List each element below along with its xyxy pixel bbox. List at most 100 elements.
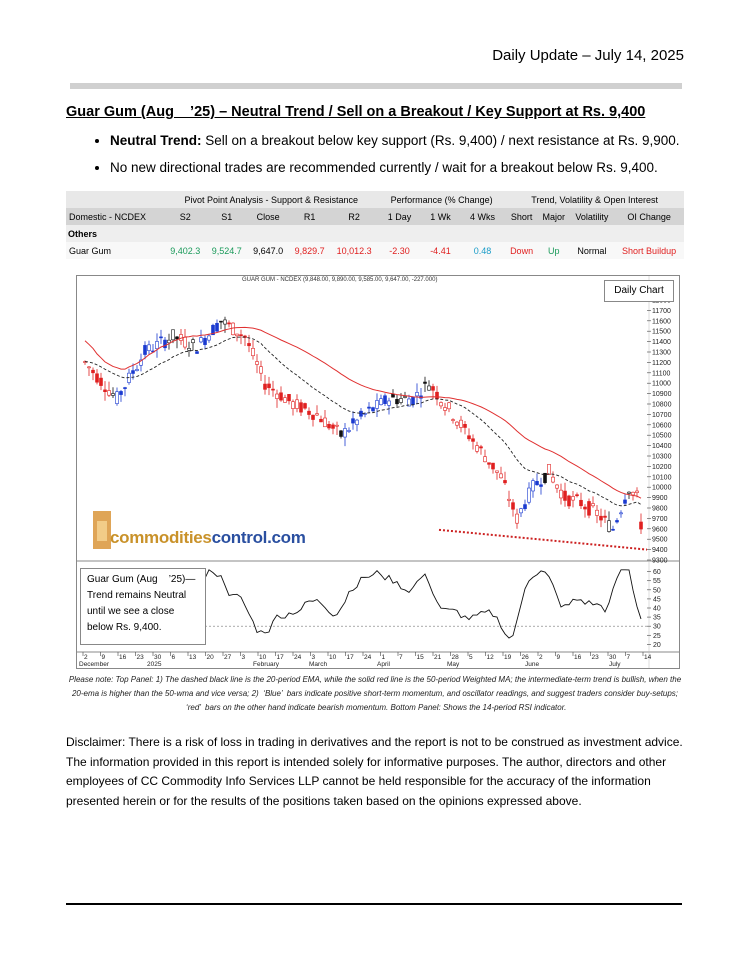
price-tick-label: 11400 [652,339,671,346]
candle-body [407,398,411,407]
candle-body [159,336,163,339]
col-header: Volatility [569,208,615,225]
month-label: April [377,661,391,668]
cell-r1: 9,829.7 [288,242,331,259]
price-tick-label: 9700 [652,516,668,523]
candle-body [267,383,271,389]
candle-body [167,339,171,344]
col-header: OI Change [614,208,684,225]
recommendation-list: Neutral Trend: Sell on a breakout below … [66,132,710,186]
cell-1day: -2.30 [377,242,422,259]
candle-body [279,392,283,401]
candle-body [335,424,339,427]
candle-body [123,387,127,389]
rsi-tick-label: 20 [653,642,661,649]
candle-body [627,491,631,494]
price-tick-label: 11100 [652,370,671,377]
x-tick-label: 15 [417,654,425,661]
candle-body [631,491,635,496]
candle-body [495,470,499,473]
candle-body [455,421,459,426]
candle-body [599,515,603,521]
candle-body [147,344,151,351]
x-tick-label: 16 [119,654,127,661]
candle-body [507,498,511,501]
candle-body [199,337,203,343]
candle-body [139,359,143,366]
price-tick-label: 11700 [652,308,671,315]
month-label: 2025 [147,661,162,668]
col-header: R1 [288,208,331,225]
cell-close: 9,647.0 [247,242,289,259]
candle-body [135,369,139,371]
support-trendline [438,528,648,551]
price-tick-label: 11200 [652,360,671,367]
candle-body [351,418,355,424]
candle-body [339,430,343,437]
price-tick-label: 10600 [652,422,672,429]
x-tick-label: 27 [224,654,232,661]
candle-body [443,407,447,411]
candle-body [371,407,375,412]
candle-body [327,423,331,429]
ema-20-line [84,336,642,507]
candle-body [91,369,95,374]
x-tick-label: 3 [312,654,316,661]
candle-body [487,462,491,465]
candle-body [623,499,627,504]
x-tick-label: 20 [207,654,215,661]
candle-body [231,322,235,336]
candle-body [447,402,451,410]
candle-body [619,512,623,515]
bullet-item: No new directional trades are recommende… [110,159,710,177]
candle-body [95,373,99,383]
table-header-row: Domestic - NCDEX S2 S1 Close R1 R2 1 Day… [66,208,684,225]
x-tick-label: 16 [574,654,582,661]
candle-body [87,366,91,369]
bullet-text: No new directional trades are recommende… [110,160,658,175]
candle-body [111,393,115,396]
candle-body [479,446,483,449]
candle-body [315,413,319,416]
candle-body [155,341,159,349]
price-tick-label: 9300 [652,558,668,565]
candle-body [411,396,415,405]
group-trend: Trend, Volatility & Open Interest [505,191,684,208]
bottom-divider [66,903,682,905]
cell-short: Down [505,242,538,259]
candle-body [235,333,239,337]
candle-body [611,528,615,531]
x-tick-label: 6 [172,654,176,661]
x-tick-label: 13 [189,654,197,661]
x-tick-label: 9 [102,654,106,661]
candle-body [463,424,467,428]
candle-body [211,324,215,336]
wma-50-line [84,326,642,499]
candle-body [295,399,299,409]
bullet-item: Neutral Trend: Sell on a breakout below … [110,132,710,150]
candle-body [203,337,207,345]
candle-body [323,417,327,428]
candle-body [115,391,119,404]
candle-body [195,351,199,354]
candle-body [575,494,579,497]
col-header: 1 Day [377,208,422,225]
candle-body [271,388,275,391]
col-header: Major [537,208,570,225]
candle-body [355,419,359,425]
candle-body [259,366,263,374]
cell-s1: 9,524.7 [206,242,248,259]
price-tick-label: 10900 [652,391,672,398]
candle-body [399,398,403,403]
col-header: S1 [206,208,248,225]
candle-body [543,472,547,483]
month-label: May [447,661,460,668]
price-tick-label: 10500 [652,433,672,440]
month-label: February [253,661,280,668]
candle-body [291,401,295,409]
candle-body [387,400,391,406]
bullet-text: Sell on a breakout below key support (Rs… [201,133,680,148]
candle-body [239,334,243,336]
top-divider [70,83,682,89]
candle-body [499,473,503,479]
